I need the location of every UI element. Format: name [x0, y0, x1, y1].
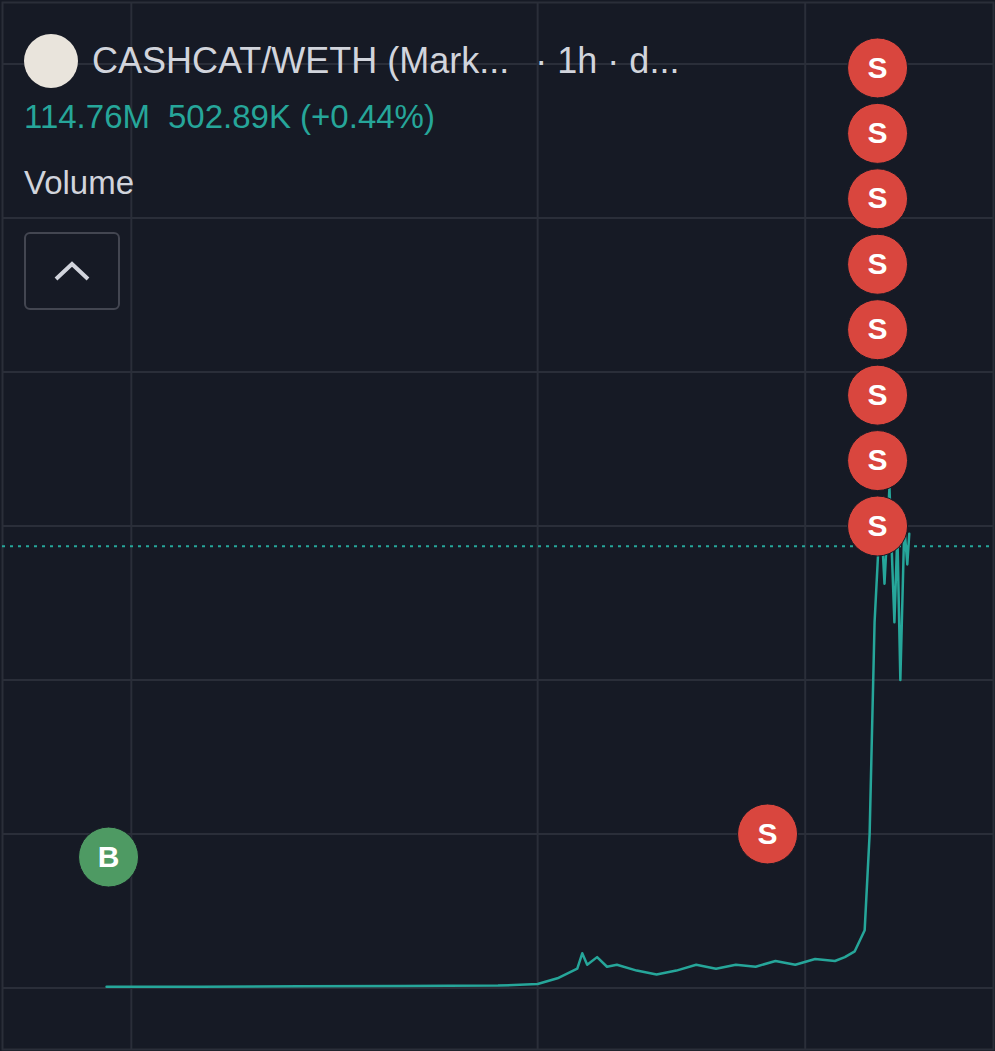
- svg-text:S: S: [868, 378, 888, 411]
- html-text:CASHCAT/WETH (Mark...: CASHCAT/WETH (Mark...: [92, 40, 510, 81]
- svg-text:S: S: [868, 247, 888, 280]
- html-text:114.76M: 114.76M: [24, 98, 150, 135]
- html-text:502.89K (+0.44%): 502.89K (+0.44%): [168, 98, 435, 135]
- html-text:Volume: Volume: [24, 164, 135, 201]
- svg-text:S: S: [868, 116, 888, 149]
- svg-text:S: S: [868, 51, 888, 84]
- svg-text:S: S: [868, 312, 888, 345]
- svg-text:S: S: [758, 817, 778, 850]
- svg-text:S: S: [868, 509, 888, 542]
- svg-text:S: S: [868, 443, 888, 476]
- svg-text:B: B: [98, 840, 120, 873]
- html-text:· 1h · d...: · 1h · d...: [535, 40, 680, 81]
- svg-text:S: S: [868, 181, 888, 214]
